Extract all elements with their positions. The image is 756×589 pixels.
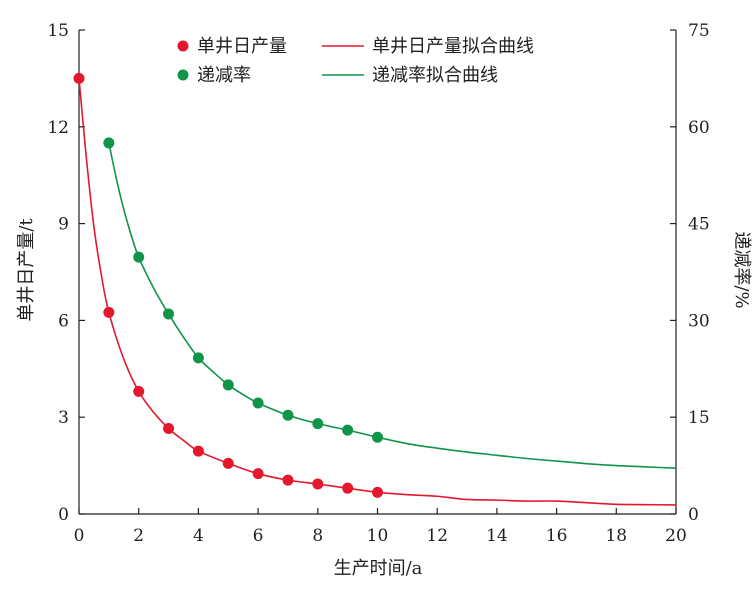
x-tick-label: 4 <box>193 526 204 546</box>
fit-curve-3 <box>108 142 677 469</box>
legend-label: 递减率拟合曲线 <box>372 65 498 86</box>
data-point <box>372 486 383 498</box>
right-y-tick-label: 75 <box>688 21 710 41</box>
data-point <box>312 478 324 490</box>
legend-label: 单井日产量拟合曲线 <box>372 36 534 57</box>
data-point <box>252 397 264 409</box>
x-tick-label: 14 <box>486 526 508 546</box>
data-point <box>73 72 85 84</box>
data-point <box>192 352 204 364</box>
left-y-tick-label: 15 <box>47 21 69 41</box>
x-tick-label: 2 <box>133 526 144 546</box>
left-y-axis-ticks: 0 3 6 9 12 15 <box>47 21 85 525</box>
left-y-tick-label: 0 <box>58 505 69 525</box>
right-y-axis-ticks: 0 15 30 45 60 75 <box>670 21 710 525</box>
x-tick-label: 18 <box>605 526 627 546</box>
legend-label: 递减率 <box>197 65 251 86</box>
right-y-tick-label: 0 <box>688 505 699 525</box>
left-y-tick-label: 9 <box>58 215 69 235</box>
data-point <box>342 424 354 436</box>
left-y-tick-label: 12 <box>47 118 69 138</box>
x-tick-label: 12 <box>426 526 448 546</box>
legend-marker <box>177 40 189 52</box>
right-y-axis-title: 递减率/% <box>731 231 752 308</box>
right-y-tick-label: 45 <box>688 215 710 235</box>
data-point <box>133 385 145 397</box>
x-tick-label: 20 <box>665 526 687 546</box>
x-axis-ticks: 0 2 4 6 8 10 12 14 16 18 20 <box>74 508 687 546</box>
x-axis-title: 生产时间/a <box>334 558 423 579</box>
data-point <box>222 457 234 469</box>
data-point <box>163 308 175 320</box>
legend-label: 单井日产量 <box>197 36 287 57</box>
data-point <box>133 251 145 263</box>
data-point <box>103 306 115 318</box>
data-point <box>312 418 324 430</box>
x-tick-label: 16 <box>546 526 568 546</box>
x-tick-label: 8 <box>312 526 323 546</box>
legend-marker <box>177 69 189 81</box>
data-point <box>103 137 115 149</box>
data-point <box>163 422 175 434</box>
left-y-tick-label: 3 <box>58 408 69 428</box>
data-points <box>73 72 383 498</box>
data-point <box>342 482 354 494</box>
data-point <box>282 409 294 421</box>
left-y-axis-title: 单井日产量/t <box>16 218 37 322</box>
right-y-tick-label: 60 <box>688 118 710 138</box>
data-point <box>252 468 264 480</box>
left-y-tick-label: 6 <box>58 311 69 331</box>
right-y-tick-label: 30 <box>688 311 710 331</box>
x-tick-label: 6 <box>253 526 264 546</box>
x-tick-label: 10 <box>367 526 389 546</box>
data-point <box>192 445 204 457</box>
data-point <box>282 474 294 486</box>
right-y-tick-label: 15 <box>688 408 710 428</box>
x-tick-label: 0 <box>74 526 85 546</box>
data-point <box>372 431 383 443</box>
data-point <box>222 379 234 391</box>
